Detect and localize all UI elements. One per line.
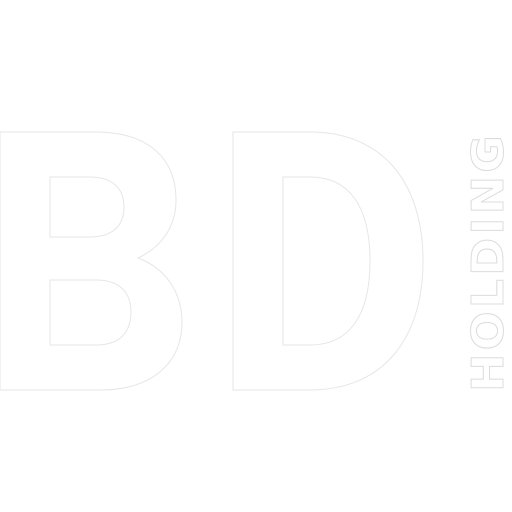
logo-wordmark-holding: HOLDING [463,132,512,392]
logo-letter-b [0,131,183,391]
logo-letter-d [232,131,424,391]
